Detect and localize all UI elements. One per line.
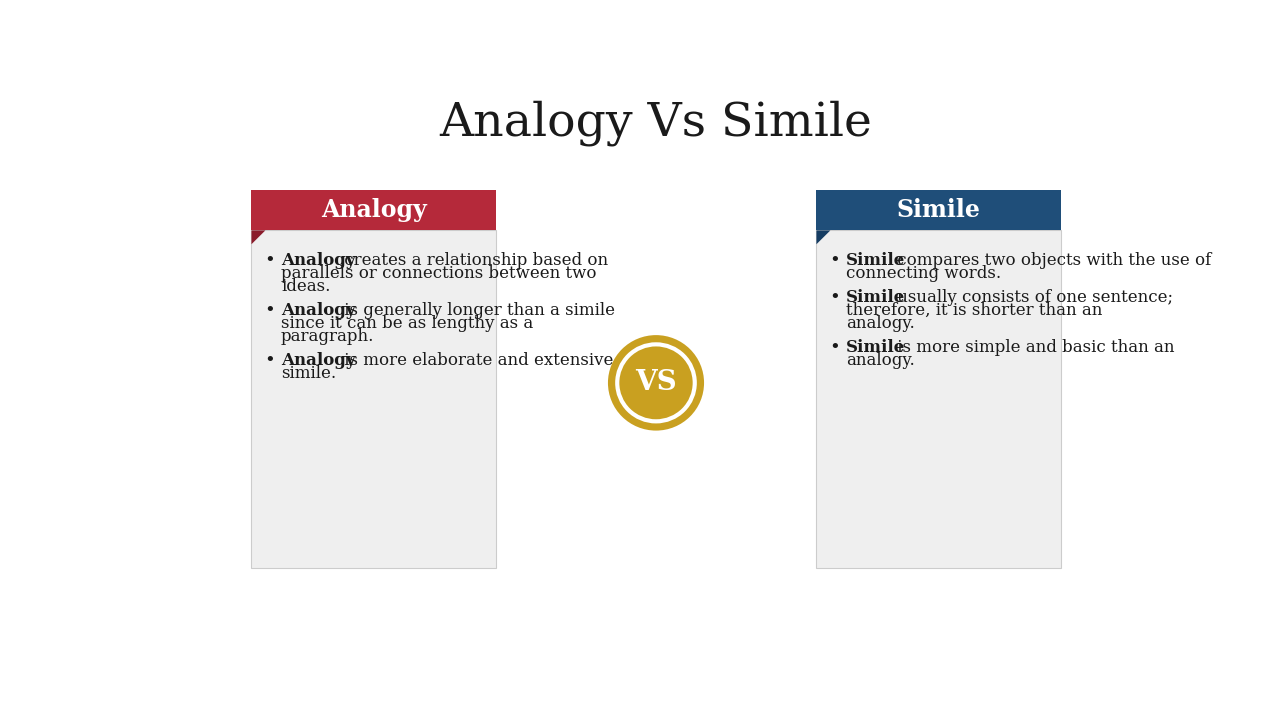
Text: parallels or connections between two: parallels or connections between two <box>280 265 596 282</box>
FancyBboxPatch shape <box>817 230 1061 567</box>
Text: •: • <box>265 302 275 320</box>
Text: is generally longer than a simile: is generally longer than a simile <box>339 302 614 319</box>
FancyBboxPatch shape <box>251 230 495 567</box>
Text: analogy.: analogy. <box>846 315 915 332</box>
Polygon shape <box>817 230 831 244</box>
Text: Simile: Simile <box>846 252 905 269</box>
Text: Analogy: Analogy <box>320 199 426 222</box>
Text: compares two objects with the use of: compares two objects with the use of <box>892 252 1211 269</box>
Text: creates a relationship based on: creates a relationship based on <box>339 252 608 269</box>
Text: •: • <box>829 252 841 270</box>
FancyBboxPatch shape <box>817 190 1061 230</box>
Text: Analogy: Analogy <box>280 352 356 369</box>
Polygon shape <box>251 230 265 244</box>
Text: VS: VS <box>635 369 677 396</box>
Text: is more simple and basic than an: is more simple and basic than an <box>892 339 1174 356</box>
Text: ideas.: ideas. <box>280 278 330 295</box>
Text: is more elaborate and extensive than a: is more elaborate and extensive than a <box>339 352 671 369</box>
Text: since it can be as lengthy as a: since it can be as lengthy as a <box>280 315 534 332</box>
FancyBboxPatch shape <box>251 190 495 230</box>
Text: Simile: Simile <box>846 339 905 356</box>
Text: •: • <box>829 289 841 307</box>
Text: connecting words.: connecting words. <box>846 265 1001 282</box>
Text: Analogy Vs Simile: Analogy Vs Simile <box>439 101 873 146</box>
Text: Analogy: Analogy <box>280 252 356 269</box>
Circle shape <box>608 335 704 431</box>
Text: simile.: simile. <box>280 365 337 382</box>
Text: Simile: Simile <box>846 289 905 306</box>
Text: usually consists of one sentence;: usually consists of one sentence; <box>892 289 1172 306</box>
Text: paragraph.: paragraph. <box>280 328 374 345</box>
Text: •: • <box>265 252 275 270</box>
Text: •: • <box>829 339 841 357</box>
Text: analogy.: analogy. <box>846 352 915 369</box>
Text: Analogy: Analogy <box>280 302 356 319</box>
Text: Simile: Simile <box>896 199 980 222</box>
Text: therefore, it is shorter than an: therefore, it is shorter than an <box>846 302 1102 319</box>
Text: •: • <box>265 352 275 370</box>
